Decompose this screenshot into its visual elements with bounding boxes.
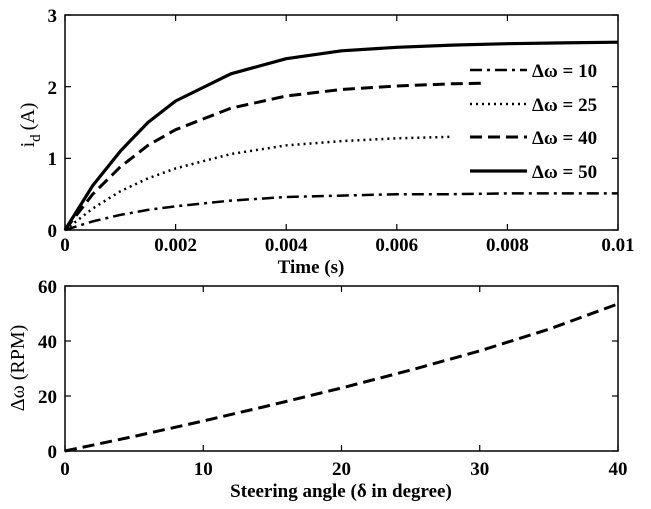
top-xtick-label: 0.002 — [154, 235, 197, 256]
top-ytick-label: 3 — [48, 6, 58, 27]
top-xtick-label: 0.006 — [375, 235, 418, 256]
top-xtick-label: 0.008 — [486, 235, 529, 256]
legend-label: Δω = 25 — [532, 95, 597, 116]
bottom-ytick-label: 60 — [38, 277, 57, 298]
bottom-xtick-label: 20 — [332, 459, 351, 480]
bottom-ytick-label: 20 — [38, 387, 57, 408]
top-ytick-label: 0 — [48, 221, 58, 242]
top-series-group — [63, 40, 619, 232]
top-ytick-label: 1 — [48, 149, 58, 170]
top-xtick-label: 0 — [60, 235, 70, 256]
bottom-ytick-label: 0 — [48, 442, 58, 463]
top-x-axis-label: Time (s) — [278, 257, 345, 278]
bottom-chart: 0 20 40 60 0 10 20 30 40 Steering angle … — [7, 277, 628, 502]
top-y-axis-label: id(A) — [17, 103, 44, 148]
top-series-line-4 — [63, 40, 619, 231]
bottom-plot-frame — [64, 285, 619, 452]
top-xtick-label: 0.004 — [265, 235, 308, 256]
bottom-x-axis-label: Steering angle (δ in degree) — [230, 481, 452, 502]
bottom-ytick-label: 40 — [38, 332, 57, 353]
legend: Δω = 10 Δω = 25 Δω = 40 Δω = 50 — [470, 61, 597, 183]
top-ytick-label: 2 — [48, 78, 58, 99]
top-series-line-3 — [63, 81, 486, 231]
bottom-xtick-label: 40 — [609, 459, 628, 480]
bottom-y-axis-label: Δω (RPM) — [7, 325, 29, 412]
top-plot-frame — [64, 14, 619, 231]
legend-label: Δω = 40 — [532, 128, 597, 149]
legend-label: Δω = 50 — [532, 162, 597, 183]
top-series-line-2 — [64, 135, 453, 231]
bottom-series-group — [64, 302, 619, 453]
top-series-line-1 — [64, 192, 618, 232]
top-chart: 0 1 2 3 0 0.002 0.004 0.006 0.008 0.01 T… — [17, 6, 635, 278]
bottom-xtick-label: 10 — [194, 459, 213, 480]
bottom-tick-marks — [64, 285, 619, 452]
bottom-xtick-label: 0 — [60, 459, 70, 480]
bottom-series-line-1 — [64, 302, 619, 453]
legend-label: Δω = 10 — [532, 61, 597, 82]
bottom-xtick-label: 30 — [470, 459, 489, 480]
top-xtick-label: 0.01 — [601, 235, 634, 256]
